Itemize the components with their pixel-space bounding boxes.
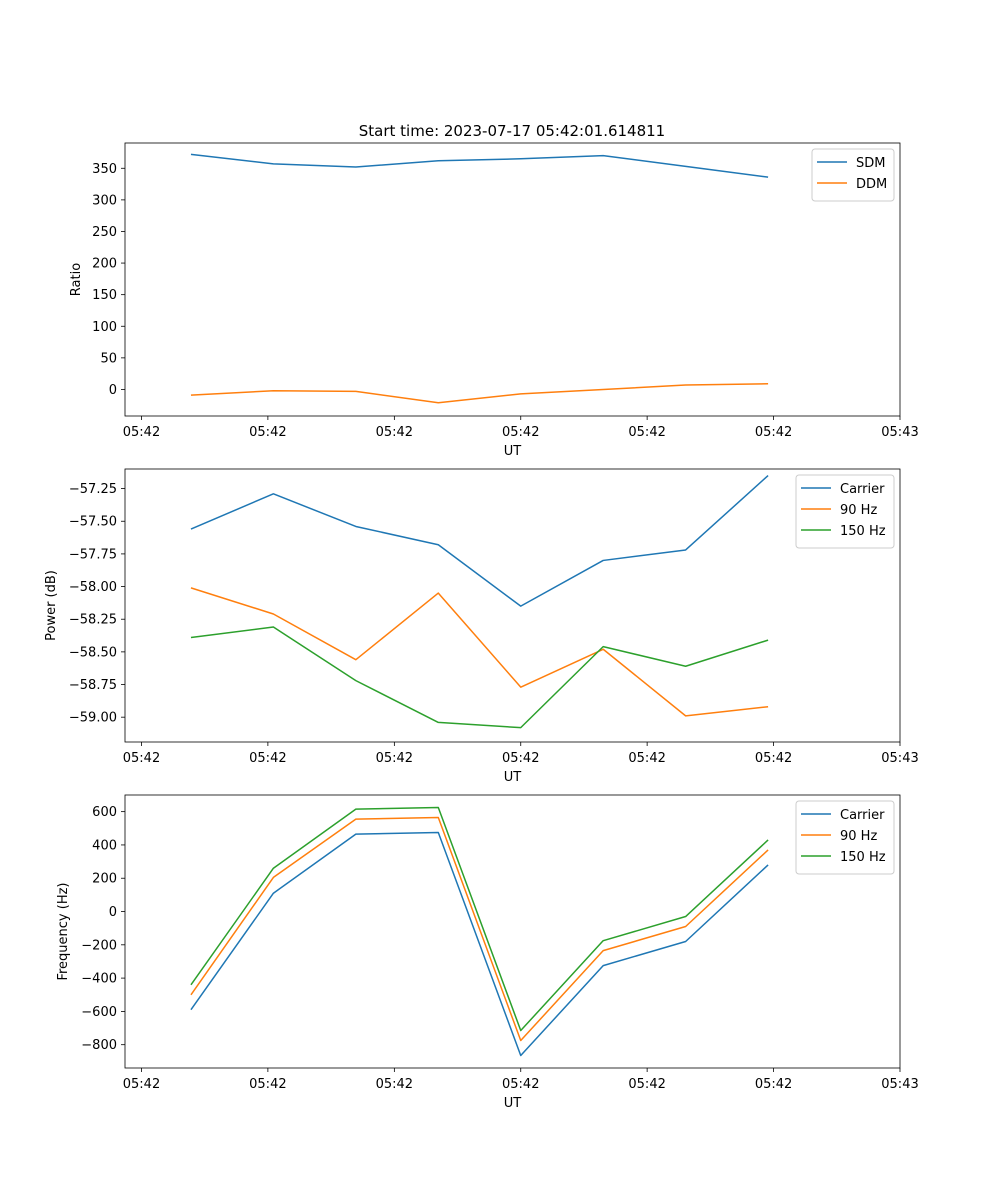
ratio-y-tick-label: 350 — [92, 162, 117, 177]
frequency-x-tick-label: 05:42 — [502, 1077, 539, 1092]
frequency-y-tick-label: 600 — [92, 805, 117, 820]
power-y-tick-label: −58.50 — [69, 645, 117, 660]
power-y-axis-label: Power (dB) — [44, 570, 59, 641]
ratio-x-tick-label: 05:42 — [376, 425, 413, 440]
power-x-tick-label: 05:42 — [755, 751, 792, 766]
chart-title: Start time: 2023-07-17 05:42:01.614811 — [359, 122, 665, 140]
ratio-series-line-ddm — [190, 383, 769, 404]
frequency-panel: 05:42 05:42 05:42 05:42 05:42 05:42 05:43 −800 −… — [56, 794, 919, 1111]
frequency-y-tick-label: −600 — [81, 1005, 117, 1020]
ratio-axes-frame — [124, 142, 901, 417]
power-y-tick-label: −57.50 — [69, 515, 117, 530]
power-legend-label: 150 Hz — [840, 524, 886, 539]
ratio-legend-label: DDM — [856, 177, 887, 192]
ratio-y-tick-label: 150 — [92, 288, 117, 303]
power-x-tick-label: 05:42 — [628, 751, 665, 766]
frequency-x-tick-label: 05:42 — [755, 1077, 792, 1092]
ratio-y-tick-label: 200 — [92, 257, 117, 272]
power-x-axis-label: UT — [504, 770, 522, 785]
frequency-x-tick-label: 05:42 — [376, 1077, 413, 1092]
ratio-x-tick-label: 05:42 — [123, 425, 160, 440]
power-axes-frame — [124, 468, 901, 743]
ratio-series-line-sdm — [190, 153, 769, 178]
ratio-x-tick-label: 05:42 — [502, 425, 539, 440]
frequency-legend-label: Carrier — [840, 808, 885, 823]
ratio-x-tick-label: 05:42 — [628, 425, 665, 440]
frequency-y-tick-label: 200 — [92, 872, 117, 887]
power-series-line-150-hz — [190, 626, 769, 729]
power-x-tick-label: 05:42 — [249, 751, 286, 766]
frequency-x-tick-label: 05:43 — [881, 1077, 918, 1092]
power-y-tick-label: −58.75 — [69, 678, 117, 693]
ratio-y-tick-label: 100 — [92, 320, 117, 335]
ratio-y-tick-label: 0 — [109, 383, 117, 398]
frequency-x-tick-label: 05:42 — [249, 1077, 286, 1092]
power-y-tick-label: −59.00 — [69, 711, 117, 726]
power-y-tick-label: −58.25 — [69, 613, 117, 628]
power-series-line-carrier — [190, 474, 769, 607]
power-x-tick-label: 05:42 — [376, 751, 413, 766]
power-y-tick-label: −57.25 — [69, 482, 117, 497]
power-y-tick-label: −57.75 — [69, 547, 117, 562]
ratio-x-tick-label: 05:43 — [881, 425, 918, 440]
frequency-series-line-150-hz — [190, 806, 769, 1032]
power-x-tick-label: 05:42 — [123, 751, 160, 766]
power-y-tick-label: −58.00 — [69, 580, 117, 595]
frequency-x-tick-label: 05:42 — [123, 1077, 160, 1092]
frequency-y-tick-label: −400 — [81, 972, 117, 987]
power-x-tick-label: 05:42 — [502, 751, 539, 766]
power-x-tick-label: 05:43 — [881, 751, 918, 766]
frequency-series-line-90-hz — [190, 816, 769, 1042]
frequency-y-tick-label: −800 — [81, 1038, 117, 1053]
frequency-y-tick-label: 0 — [109, 905, 117, 920]
power-legend-label: Carrier — [840, 482, 885, 497]
frequency-series-line-carrier — [190, 831, 769, 1057]
ratio-x-tick-label: 05:42 — [249, 425, 286, 440]
ratio-x-tick-label: 05:42 — [755, 425, 792, 440]
power-panel: 05:42 05:42 05:42 05:42 05:42 05:42 05:43 −59.0… — [44, 468, 919, 785]
ratio-y-tick-label: 250 — [92, 225, 117, 240]
frequency-x-axis-label: UT — [504, 1096, 522, 1111]
ratio-panel: 05:42 05:42 05:42 05:42 05:42 05:42 05:43 0 50 10… — [69, 142, 919, 459]
frequency-x-tick-label: 05:42 — [628, 1077, 665, 1092]
ratio-y-tick-label: 50 — [100, 351, 117, 366]
power-series-line-90-hz — [190, 587, 769, 717]
frequency-y-tick-label: −200 — [81, 938, 117, 953]
frequency-y-tick-label: 400 — [92, 838, 117, 853]
frequency-legend-label: 90 Hz — [840, 829, 877, 844]
ratio-legend-label: SDM — [856, 156, 885, 171]
ratio-y-axis-label: Ratio — [69, 263, 84, 296]
frequency-legend-label: 150 Hz — [840, 850, 886, 865]
ratio-y-tick-label: 300 — [92, 193, 117, 208]
frequency-y-axis-label: Frequency (Hz) — [56, 882, 71, 980]
frequency-axes-frame — [124, 794, 901, 1069]
power-legend-label: 90 Hz — [840, 503, 877, 518]
ratio-x-axis-label: UT — [504, 444, 522, 459]
